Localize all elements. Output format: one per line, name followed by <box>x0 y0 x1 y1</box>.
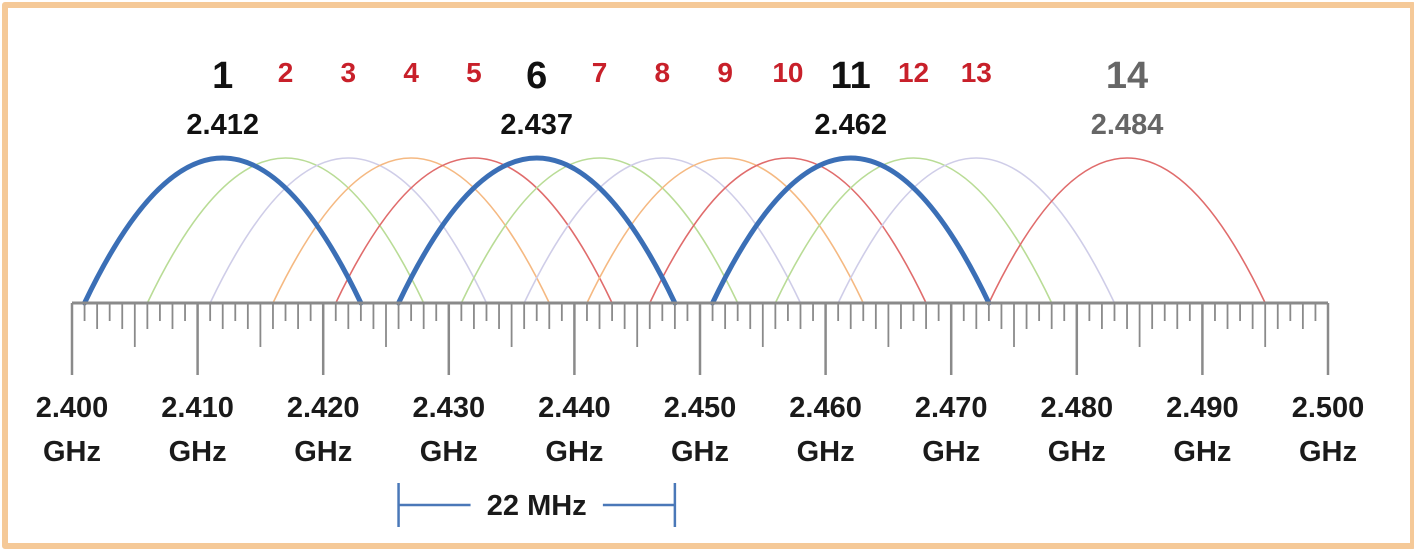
channel-arc-12 <box>774 157 1053 304</box>
axis-tick-label: 2.450 <box>664 392 737 424</box>
channel-arc-5 <box>334 157 613 304</box>
axis-tick-label: 2.470 <box>915 392 988 424</box>
channel-arc-4 <box>272 157 551 304</box>
axis-tick-label: 2.480 <box>1041 392 1114 424</box>
channel-center-freq-11: 2.462 <box>814 109 887 141</box>
axis-tick-label: 2.430 <box>413 392 486 424</box>
axis-tick-unit: GHz <box>797 436 855 468</box>
channel-arc-14 <box>988 157 1266 304</box>
channel-number-4: 4 <box>403 57 419 88</box>
axis-tick-label: 2.420 <box>287 392 360 424</box>
bandwidth-indicator: 22 MHz <box>397 483 677 527</box>
channel-arc-8 <box>523 157 802 304</box>
axis-tick-unit: GHz <box>1048 436 1106 468</box>
axis-tick-unit: GHz <box>1173 436 1231 468</box>
axis-tick-unit: GHz <box>922 436 980 468</box>
channel-arc-3 <box>209 157 488 304</box>
channel-arc-6 <box>396 155 678 306</box>
channel-number-9: 9 <box>717 57 733 88</box>
axis-tick-label: 2.410 <box>161 392 234 424</box>
channel-number-3: 3 <box>341 57 357 88</box>
frequency-ruler <box>70 301 1330 375</box>
channel-center-freq-14: 2.484 <box>1091 109 1164 141</box>
channel-arc-9 <box>586 157 865 304</box>
channel-number-7: 7 <box>592 57 608 88</box>
channel-number-2: 2 <box>278 57 294 88</box>
channel-number-8: 8 <box>655 57 671 88</box>
axis-tick-label: 2.490 <box>1166 392 1239 424</box>
axis-tick-unit: GHz <box>294 436 352 468</box>
channel-number-5: 5 <box>466 57 482 88</box>
channel-labels: 1 2.412 2 3 4 5 6 2.437 7 8 9 10 11 2.462 12 13 14 2.484 <box>186 55 1163 141</box>
axis-tick-label: 2.500 <box>1292 392 1365 424</box>
axis-tick-label: 2.400 <box>36 392 109 424</box>
axis-tick-unit: GHz <box>671 436 729 468</box>
channel-number-10: 10 <box>772 57 803 88</box>
axis-tick-unit: GHz <box>43 436 101 468</box>
channel-arcs <box>82 155 1266 306</box>
channel-arc-1 <box>82 155 364 306</box>
channel-number-14: 14 <box>1106 55 1148 97</box>
channel-number-1: 1 <box>212 55 233 97</box>
axis-tick-unit: GHz <box>420 436 478 468</box>
channel-number-11: 11 <box>831 55 871 97</box>
bandwidth-label: 22 MHz <box>487 490 587 522</box>
channel-number-6: 6 <box>526 55 547 97</box>
channel-arc-11 <box>710 155 992 306</box>
channel-arc-10 <box>648 157 927 304</box>
axis-tick-unit: GHz <box>169 436 227 468</box>
axis-tick-unit: GHz <box>1299 436 1357 468</box>
channel-arc-13 <box>837 157 1116 304</box>
axis-tick-label: 2.460 <box>789 392 862 424</box>
channel-center-freq-6: 2.437 <box>500 109 573 141</box>
channel-center-freq-1: 2.412 <box>186 109 259 141</box>
channel-arc-2 <box>146 157 425 304</box>
channel-number-13: 13 <box>961 57 992 88</box>
channel-arc-7 <box>460 157 739 304</box>
axis-tick-unit: GHz <box>545 436 603 468</box>
axis-tick-labels: 2.400 GHz 2.410 GHz 2.420 GHz 2.430 GHz 2.440 GHz… <box>36 392 1365 468</box>
axis-tick-label: 2.440 <box>538 392 611 424</box>
channel-number-12: 12 <box>898 57 929 88</box>
